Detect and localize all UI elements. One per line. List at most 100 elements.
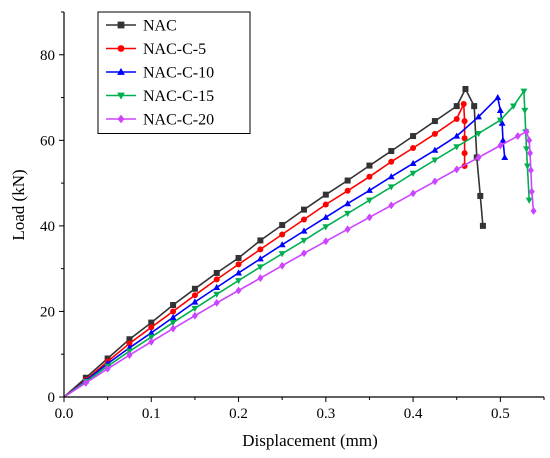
- series-line: [63, 131, 535, 398]
- data-point: [514, 132, 521, 140]
- data-point: [344, 210, 352, 218]
- data-point: [527, 149, 534, 158]
- legend-item: NAC-C-20: [106, 112, 214, 129]
- data-point: [499, 136, 507, 143]
- data-point: [431, 118, 438, 125]
- y-tick-label: 60: [40, 133, 55, 149]
- data-point: [526, 136, 533, 145]
- data-point: [170, 308, 177, 315]
- data-point: [510, 103, 517, 110]
- data-point: [257, 274, 264, 282]
- legend-marker: [117, 92, 125, 100]
- data-point: [235, 269, 242, 276]
- data-point: [104, 364, 111, 373]
- legend-marker: [117, 45, 125, 52]
- legend-marker: [117, 67, 125, 75]
- data-point: [409, 159, 417, 166]
- data-point: [257, 237, 264, 244]
- data-point: [191, 311, 198, 320]
- data-point: [494, 93, 502, 101]
- data-point: [497, 141, 504, 150]
- data-point: [235, 278, 242, 285]
- legend-label: NAC-C-5: [143, 41, 206, 58]
- legend-label: NAC: [143, 18, 177, 35]
- data-point: [213, 283, 221, 291]
- data-point: [496, 106, 504, 113]
- data-point: [431, 130, 438, 137]
- data-point: [235, 254, 242, 261]
- data-point: [126, 340, 133, 347]
- data-point: [213, 269, 220, 276]
- data-point: [462, 86, 469, 92]
- data-point: [453, 132, 461, 139]
- data-point: [366, 197, 373, 204]
- data-point: [126, 336, 133, 343]
- data-point: [431, 177, 438, 186]
- data-point: [278, 251, 286, 258]
- series-NAC-C-20: [63, 127, 537, 398]
- data-point: [460, 100, 467, 107]
- data-point: [477, 192, 484, 199]
- data-point: [322, 201, 329, 208]
- data-point: [366, 162, 373, 169]
- data-point: [322, 191, 329, 198]
- data-point: [191, 285, 198, 292]
- data-point: [409, 170, 417, 177]
- data-point: [527, 166, 534, 175]
- data-point: [471, 103, 478, 110]
- data-point: [170, 324, 177, 333]
- data-point: [147, 329, 155, 336]
- data-point: [520, 88, 528, 95]
- data-point: [366, 213, 373, 222]
- data-point: [453, 165, 460, 174]
- data-point: [530, 207, 537, 215]
- data-point: [148, 337, 155, 346]
- data-point: [344, 200, 352, 207]
- series-line: [63, 88, 484, 398]
- legend-item: NAC-C-10: [106, 65, 214, 82]
- data-point: [475, 113, 482, 120]
- data-point: [322, 213, 330, 220]
- data-point: [498, 119, 506, 126]
- data-point: [148, 319, 155, 326]
- data-point: [525, 197, 533, 204]
- data-point: [387, 184, 395, 191]
- x-axis-label: Displacement (mm): [242, 431, 378, 450]
- legend-item: NAC-C-15: [106, 88, 214, 105]
- data-point: [213, 276, 220, 283]
- data-point: [256, 264, 264, 271]
- data-point: [126, 351, 133, 359]
- legend-label: NAC-C-20: [143, 112, 214, 129]
- data-point: [344, 187, 351, 194]
- series-line: [63, 103, 466, 398]
- x-tick-label: 0.0: [55, 406, 74, 422]
- x-tick-label: 0.4: [404, 406, 423, 422]
- data-point: [528, 187, 535, 196]
- data-point: [257, 246, 264, 253]
- y-tick-label: 80: [40, 48, 55, 64]
- data-point: [169, 313, 177, 320]
- x-tick-label: 0.2: [229, 406, 248, 422]
- y-tick-label: 40: [40, 219, 55, 235]
- data-point: [147, 334, 155, 341]
- data-point: [388, 158, 395, 165]
- data-point: [523, 146, 530, 153]
- data-point: [453, 144, 461, 151]
- data-point: [300, 237, 308, 245]
- y-tick-label: 20: [40, 304, 55, 320]
- data-point: [387, 173, 395, 180]
- data-point: [461, 150, 468, 157]
- data-point: [461, 135, 468, 142]
- data-point: [453, 115, 460, 122]
- legend-label: NAC-C-15: [143, 88, 214, 105]
- data-point: [279, 261, 286, 270]
- legend-marker: [117, 114, 125, 124]
- data-point: [301, 249, 307, 258]
- data-point: [301, 206, 307, 213]
- legend: NAC NAC-C-5 NAC-C-10 NAC-C-15 NAC-C-20: [97, 11, 251, 134]
- x-tick-label: 0.3: [316, 406, 335, 422]
- data-point: [235, 286, 242, 295]
- data-point: [213, 291, 221, 298]
- data-point: [496, 117, 504, 124]
- data-point: [191, 292, 198, 299]
